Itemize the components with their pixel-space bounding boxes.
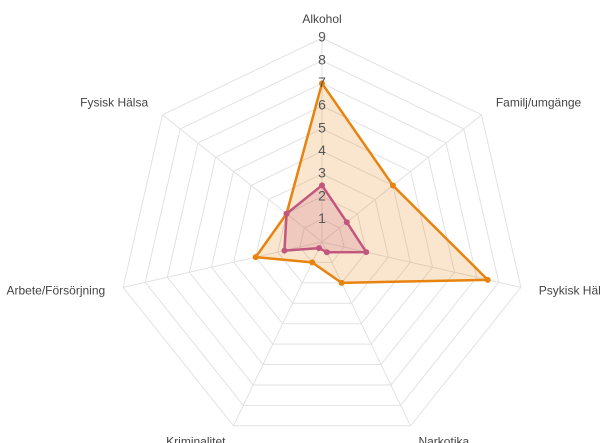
point [338, 279, 345, 286]
grid-ring [166, 82, 478, 386]
point [323, 249, 330, 256]
tick-label: 6 [318, 97, 326, 113]
point [343, 219, 350, 226]
tick-label: 7 [318, 74, 326, 90]
point [281, 247, 288, 254]
tick-label: 4 [318, 142, 326, 158]
tick-label: 2 [318, 187, 326, 203]
axis-label: Narkotika [418, 435, 469, 443]
axis-label: Familj/umgänge [496, 96, 582, 110]
point [316, 245, 323, 252]
spoke [162, 114, 323, 243]
axis-label: Kriminalitet [166, 435, 226, 443]
grid-ring [255, 173, 389, 304]
series-area [254, 82, 489, 285]
axis-label: Fysisk Hälsa [80, 96, 148, 110]
point [252, 254, 259, 261]
tick-label: 1 [318, 210, 326, 226]
axis-label: Psykisk Hälsa [539, 284, 600, 298]
point [283, 210, 290, 217]
grid-ring [210, 128, 434, 345]
grid-ring [122, 37, 522, 427]
spoke [233, 241, 323, 427]
point [319, 80, 325, 87]
tick-label: 5 [318, 119, 326, 135]
axis-label: Alkohol [302, 12, 341, 26]
point [389, 182, 396, 189]
tick-label: 3 [318, 165, 326, 181]
tick-label: 8 [318, 51, 326, 67]
grid-ring [299, 218, 345, 263]
grid-ring [144, 60, 500, 406]
tick-label: 9 [318, 29, 326, 45]
series-area [283, 184, 368, 254]
point [319, 182, 325, 189]
point [309, 259, 316, 266]
point [363, 249, 370, 256]
point [484, 276, 491, 283]
grid-ring [188, 105, 456, 366]
grid-ring [233, 150, 411, 325]
spoke [321, 241, 411, 427]
axis-label: Arbete/Försörjning [6, 284, 105, 298]
